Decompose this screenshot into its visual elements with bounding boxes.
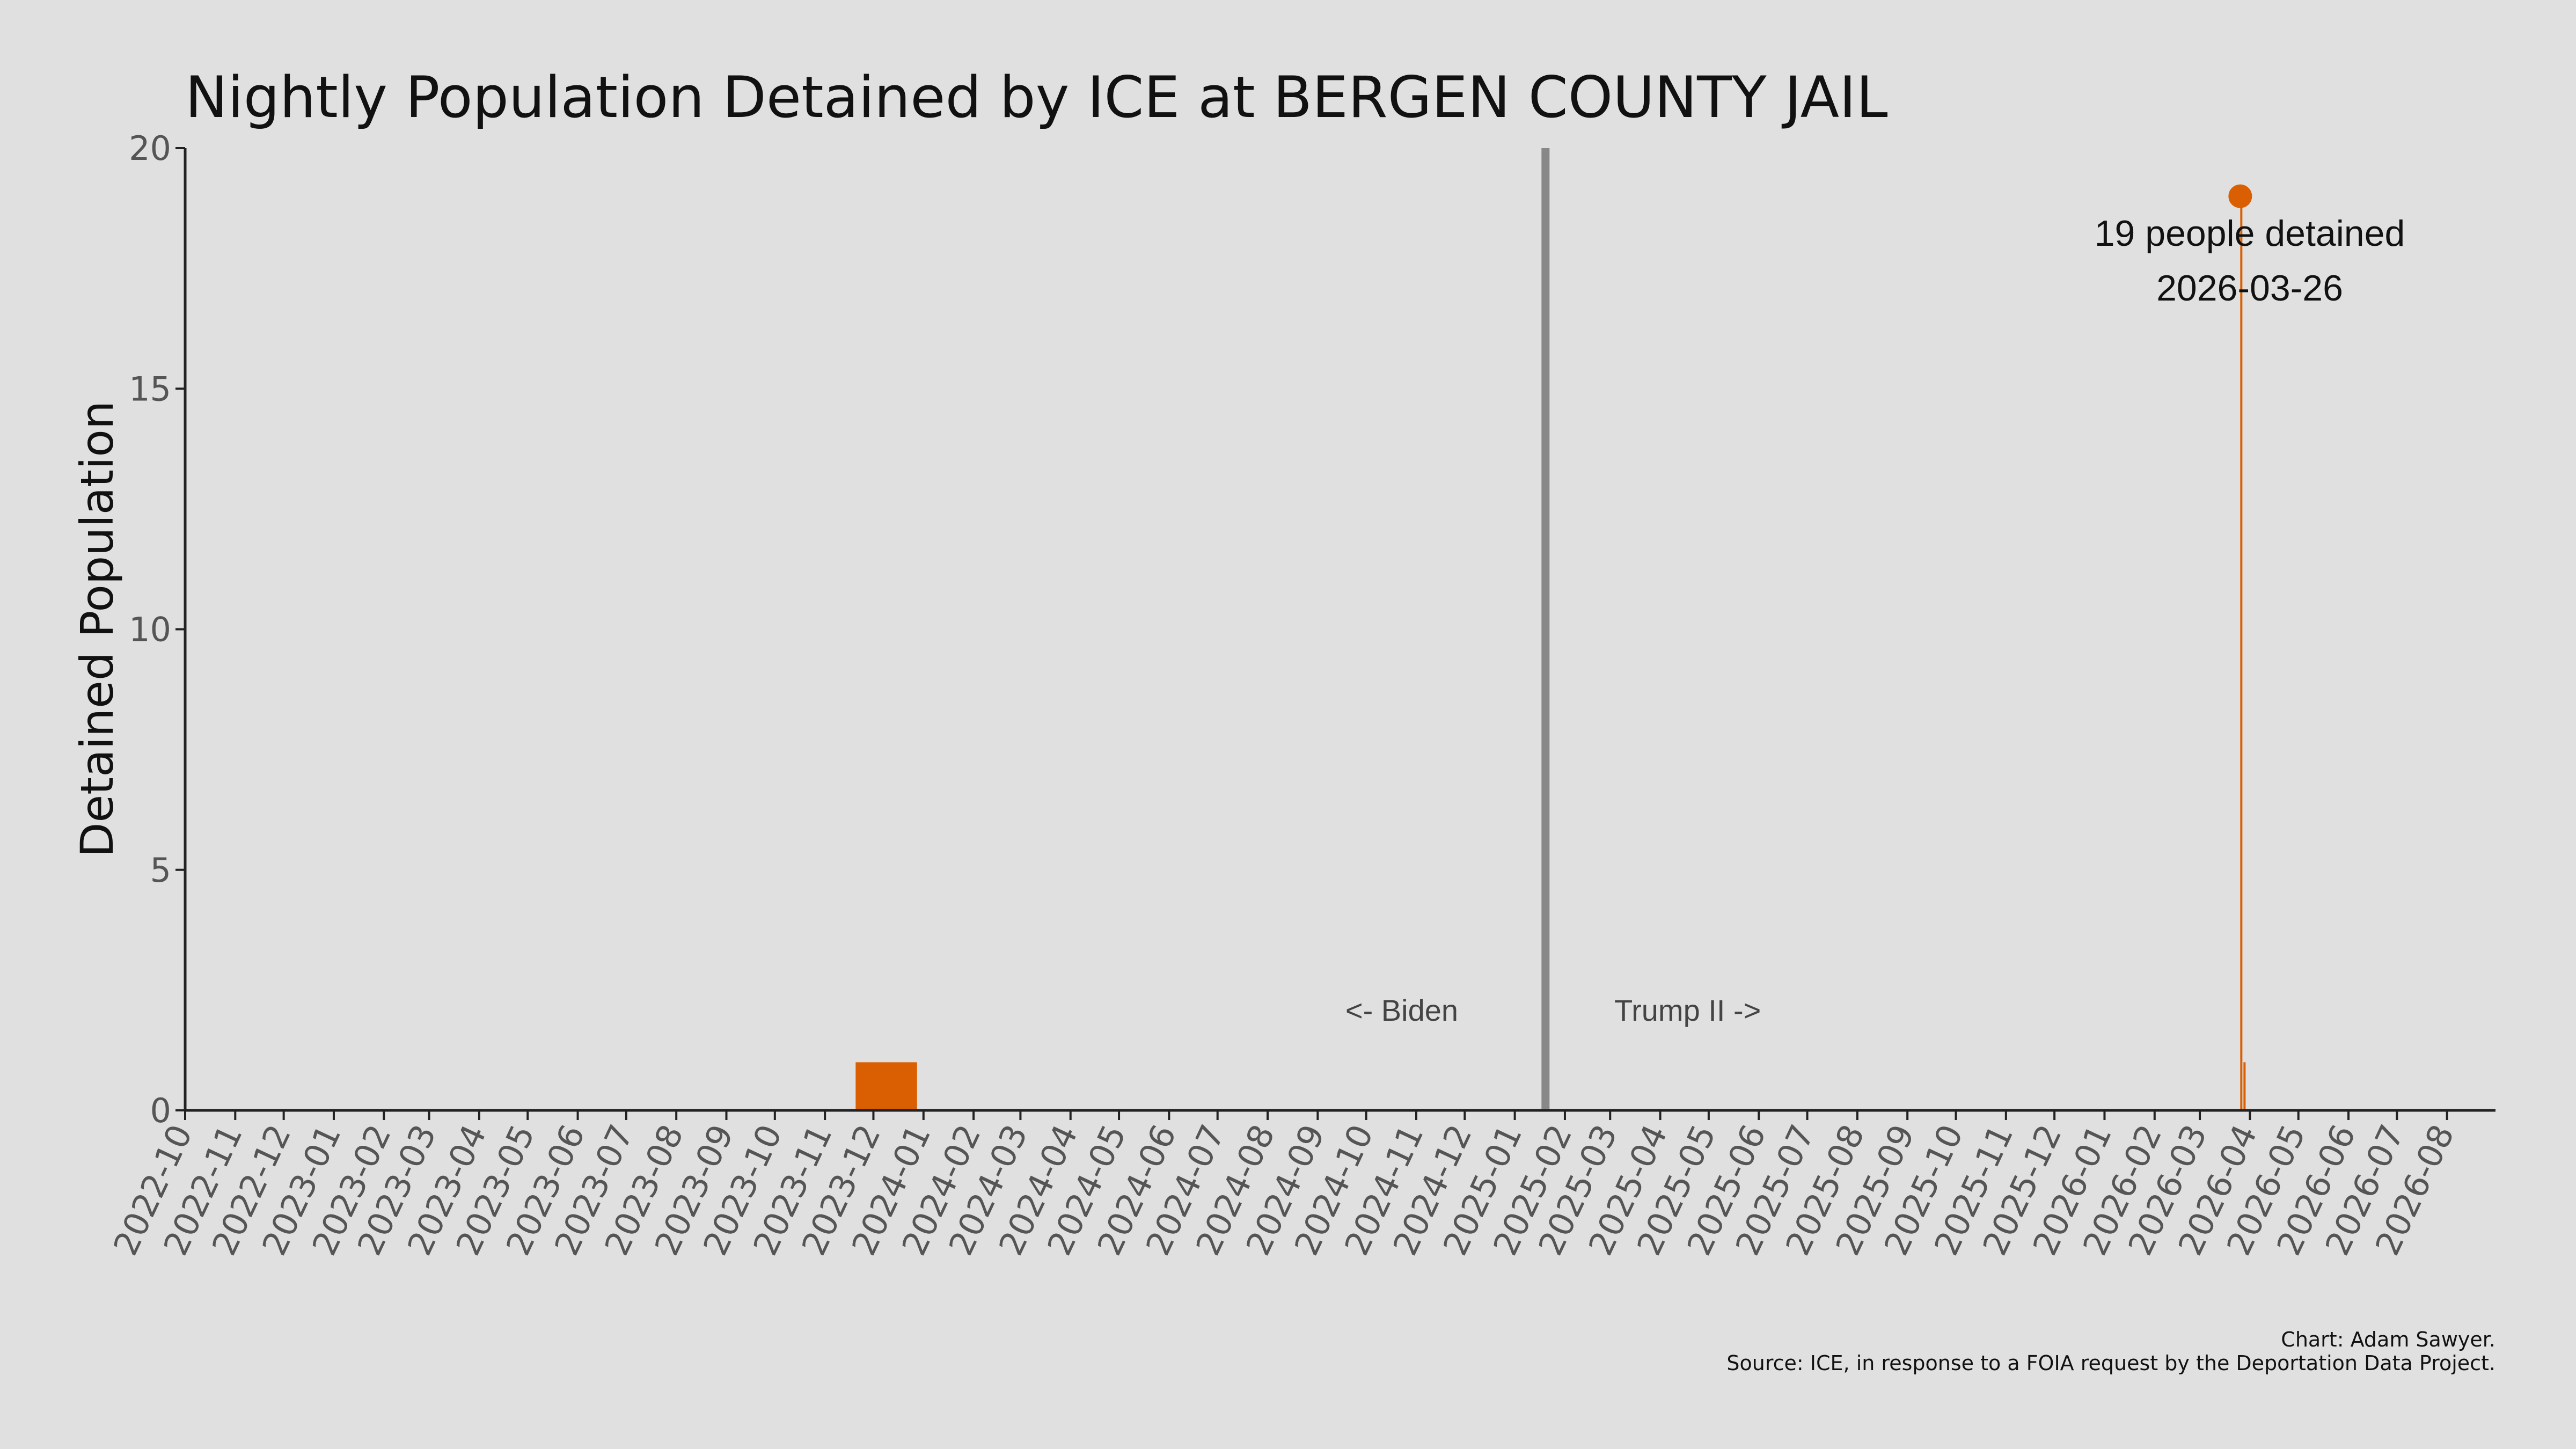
peak-annotation-date: 2026-03-26 [2156, 268, 2343, 309]
peak-annotation-count: 19 people detained [2095, 213, 2405, 254]
chart-marks [855, 148, 2252, 1110]
population-bar [855, 1062, 917, 1110]
peak-point [2228, 184, 2252, 208]
y-tick-label: 5 [150, 851, 171, 890]
y-axis-label: Detained Population [71, 401, 123, 857]
caption-credit: Chart: Adam Sawyer. [2281, 1328, 2496, 1351]
y-tick-label: 10 [129, 610, 171, 649]
y-tick-label: 0 [150, 1091, 171, 1130]
population-bar [2240, 196, 2243, 1110]
y-tick-label: 15 [129, 369, 171, 408]
x-ticks: 2022-102022-112022-122023-012023-022023-… [106, 1110, 2462, 1261]
population-bar [2243, 1062, 2246, 1110]
trump-label: Trump II -> [1614, 993, 1761, 1027]
y-tick-label: 20 [129, 129, 171, 168]
caption-source: Source: ICE, in response to a FOIA reque… [1726, 1351, 2496, 1375]
chart-title: Nightly Population Detained by ICE at BE… [185, 64, 1888, 130]
y-ticks: 0 5 10 15 20 [129, 129, 185, 1130]
biden-label: <- Biden [1345, 993, 1458, 1027]
